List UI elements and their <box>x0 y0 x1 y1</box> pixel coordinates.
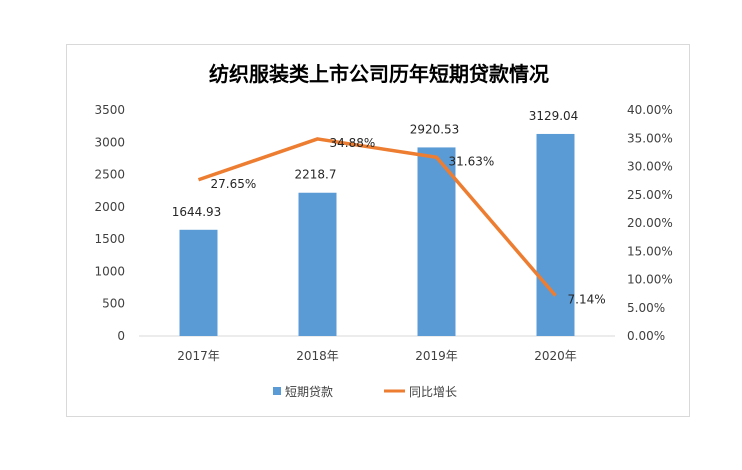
line-data-label: 34.88% <box>330 136 376 150</box>
legend-label-bar: 短期贷款 <box>285 385 333 399</box>
line-data-label: 7.14% <box>568 293 606 307</box>
left-axis: 0 500 1000 1500 2000 2500 3000 3500 <box>94 103 125 343</box>
chart-title: 纺织服装类上市公司历年短期贷款情况 <box>209 62 549 86</box>
left-axis-tick-label: 3000 <box>94 135 125 149</box>
bar-data-label: 3129.04 <box>529 109 579 123</box>
left-axis-tick-label: 3500 <box>94 103 125 117</box>
line-data-label: 27.65% <box>211 177 257 191</box>
line-series: 27.65% 34.88% 31.63% 7.14% <box>197 136 606 307</box>
bar <box>536 133 575 336</box>
line-data-label: 31.63% <box>449 154 495 168</box>
bar <box>417 147 456 336</box>
legend: 短期贷款 同比增长 <box>273 385 457 399</box>
bar <box>298 192 337 336</box>
right-axis-tick-label: 30.00% <box>627 160 673 174</box>
right-axis-tick-label: 15.00% <box>627 244 673 258</box>
x-axis-tick-label: 2018年 <box>296 349 339 363</box>
x-axis-tick-label: 2017年 <box>177 349 220 363</box>
right-axis: 0.00% 5.00% 10.00% 15.00% 20.00% 25.00% 30.00%… <box>627 103 673 343</box>
right-axis-tick-label: 20.00% <box>627 216 673 230</box>
right-axis-tick-label: 10.00% <box>627 273 673 287</box>
legend-swatch-bar <box>273 387 281 395</box>
bar-data-label: 2920.53 <box>410 122 460 136</box>
left-axis-tick-label: 1000 <box>94 264 125 278</box>
combo-chart: 纺织服装类上市公司历年短期贷款情况 0 500 1000 1500 2000 2500 30… <box>94 62 673 399</box>
bar-data-label: 2218.7 <box>295 168 337 182</box>
x-axis-tick-label: 2020年 <box>534 349 577 363</box>
left-axis-tick-label: 0 <box>117 329 125 343</box>
right-axis-tick-label: 0.00% <box>627 329 665 343</box>
left-axis-tick-label: 2500 <box>94 168 125 182</box>
x-axis-tick-label: 2019年 <box>415 349 458 363</box>
x-axis: 2017年 2018年 2019年 2020年 <box>177 349 577 363</box>
left-axis-tick-label: 1500 <box>94 232 125 246</box>
growth-line <box>197 137 557 297</box>
bar-series: 1644.93 2218.7 2920.53 3129.04 <box>172 109 579 336</box>
bar <box>179 229 218 336</box>
left-axis-tick-label: 500 <box>102 297 125 311</box>
left-axis-tick-label: 2000 <box>94 200 125 214</box>
chart-frame: 纺织服装类上市公司历年短期贷款情况 0 500 1000 1500 2000 2500 30… <box>66 44 690 417</box>
right-axis-tick-label: 35.00% <box>627 131 673 145</box>
legend-label-line: 同比增长 <box>409 385 457 399</box>
right-axis-tick-label: 25.00% <box>627 188 673 202</box>
right-axis-tick-label: 40.00% <box>627 103 673 117</box>
right-axis-tick-label: 5.00% <box>627 301 665 315</box>
bar-data-label: 1644.93 <box>172 205 222 219</box>
